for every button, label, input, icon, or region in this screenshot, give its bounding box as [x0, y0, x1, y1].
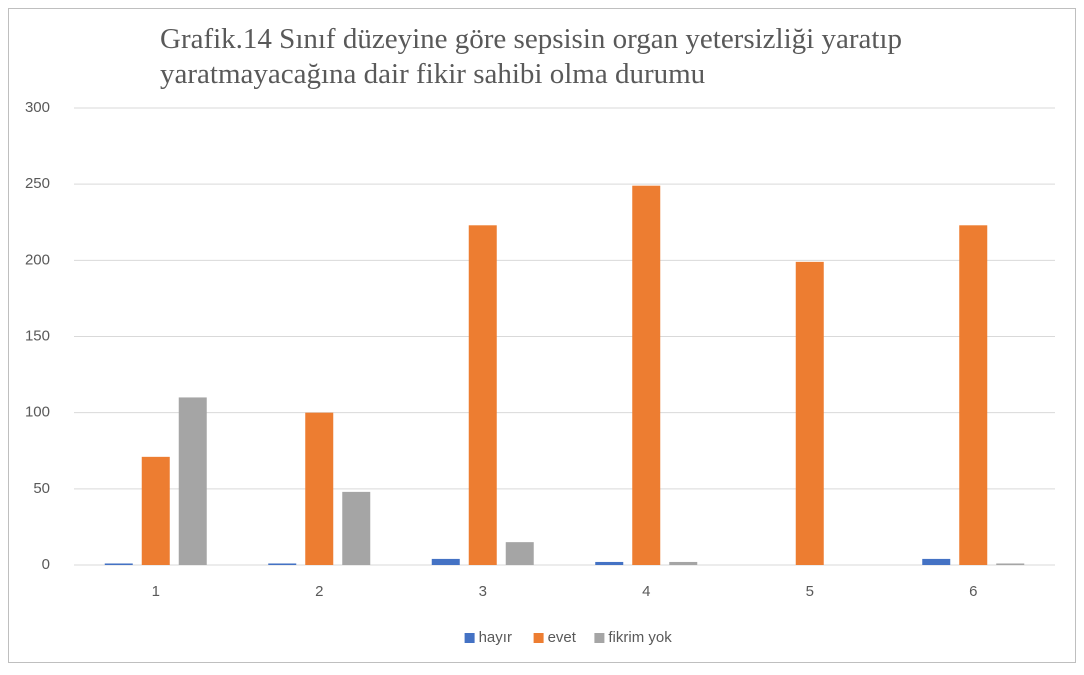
y-tick-label: 150: [25, 327, 50, 344]
x-tick-label: 5: [806, 583, 814, 600]
legend-swatch: [464, 633, 475, 643]
bar: [268, 563, 297, 565]
bar: [178, 397, 207, 565]
bar: [996, 563, 1025, 565]
y-tick-label: 200: [25, 251, 50, 268]
bar: [305, 412, 334, 565]
bar: [959, 225, 988, 565]
x-tick-label: 6: [969, 583, 977, 600]
legend-label: evet: [548, 629, 577, 646]
bar: [104, 563, 133, 565]
bar: [595, 561, 624, 565]
y-tick-label: 300: [25, 99, 50, 116]
legend-label: fikrim yok: [608, 629, 672, 646]
y-tick-label: 0: [42, 556, 50, 573]
legend-swatch: [533, 633, 544, 643]
bar: [468, 225, 497, 565]
chart-title: Grafik.14 Sınıf düzeyine göre sepsisin o…: [160, 23, 902, 90]
x-tick-label: 4: [642, 583, 650, 600]
bar: [795, 261, 824, 565]
y-tick-label: 50: [33, 480, 50, 497]
x-tick-label: 3: [479, 583, 487, 600]
bar: [669, 561, 698, 565]
bar: [342, 491, 371, 565]
bar: [141, 456, 170, 565]
legend-swatch: [594, 633, 605, 643]
bar: [505, 542, 534, 565]
x-tick-label: 1: [152, 583, 160, 600]
legend-label: hayır: [479, 629, 512, 646]
y-tick-label: 100: [25, 404, 50, 421]
y-tick-label: 250: [25, 175, 50, 192]
x-tick-label: 2: [315, 583, 323, 600]
bar: [922, 558, 951, 565]
bar: [632, 185, 661, 565]
chart-frame: [8, 8, 1076, 663]
bar: [431, 558, 460, 565]
